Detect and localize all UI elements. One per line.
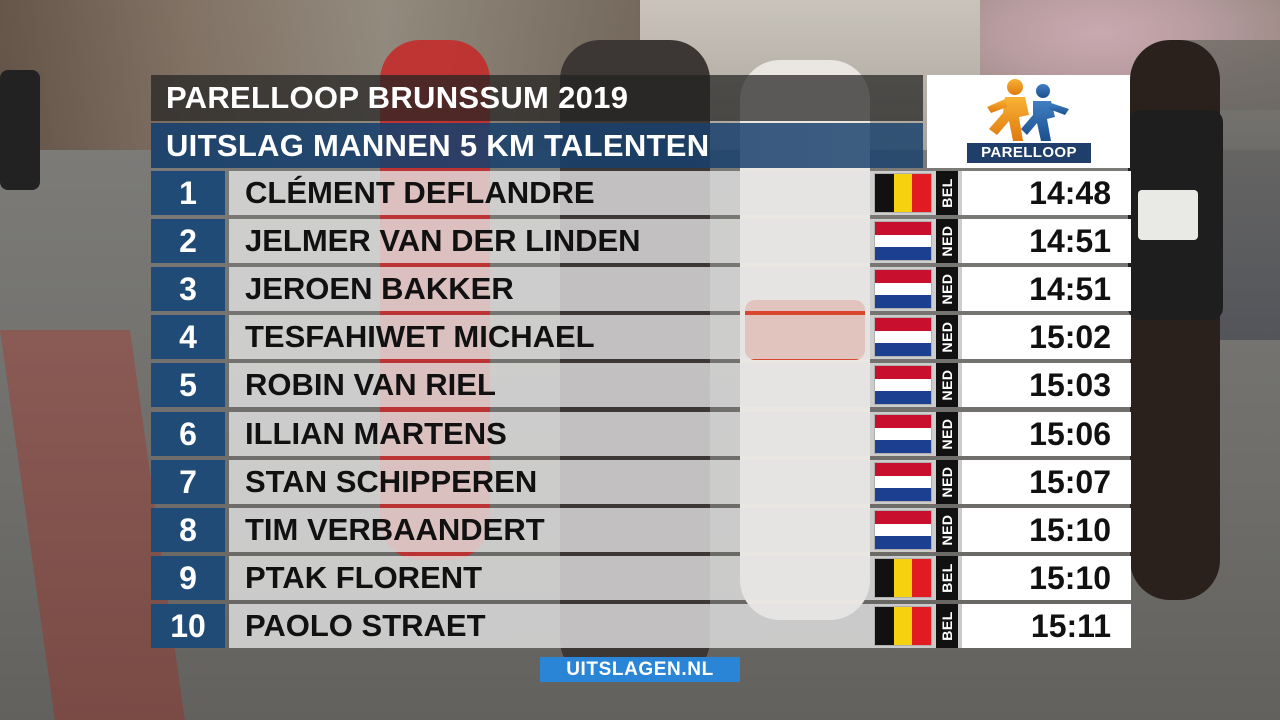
result-row: 1 CLÉMENT DEFLANDRE BEL 14:48 [151,171,1131,215]
rank-cell: 5 [151,363,225,407]
country-code: NED [939,466,955,498]
athlete-name: STAN SCHIPPEREN [245,464,538,499]
uitslagen-footer-badge[interactable]: UITSLAGEN.NL [540,657,740,682]
finish-time: 14:51 [1029,223,1111,259]
athlete-name: PAOLO STRAET [245,608,486,643]
country-code: NED [939,514,955,546]
country-code-cell: NED [936,267,958,311]
country-code-cell: BEL [936,171,958,215]
time-cell: 14:51 [962,267,1131,311]
country-flag-icon [874,414,932,454]
country-code-cell: NED [936,363,958,407]
parelloop-logo: PARELLOOP [927,75,1130,168]
rank-cell: 10 [151,604,225,648]
rank-cell: 1 [151,171,225,215]
country-code-cell: NED [936,219,958,263]
country-code: BEL [939,611,955,641]
rank-cell: 7 [151,460,225,504]
country-flag-icon [874,606,932,646]
athlete-name: CLÉMENT DEFLANDRE [245,175,595,210]
result-row: 10 PAOLO STRAET BEL 15:11 [151,604,1131,648]
result-row: 7 STAN SCHIPPEREN NED 15:07 [151,460,1131,504]
rank-cell: 2 [151,219,225,263]
country-code-cell: BEL [936,556,958,600]
finish-time: 15:02 [1029,319,1111,355]
rank-cell: 4 [151,315,225,359]
time-cell: 15:10 [962,556,1131,600]
finish-time: 15:10 [1029,560,1111,596]
time-cell: 14:51 [962,219,1131,263]
rank-cell: 9 [151,556,225,600]
result-row: 4 TESFAHIWET MICHAEL NED 15:02 [151,315,1131,359]
result-row: 3 JEROEN BAKKER NED 14:51 [151,267,1131,311]
country-flag-icon [874,462,932,502]
finish-time: 15:10 [1029,512,1111,548]
country-code-cell: BEL [936,604,958,648]
finish-time: 15:11 [1030,608,1111,644]
country-flag-icon [874,173,932,213]
athlete-name: ILLIAN MARTENS [245,416,507,451]
athlete-name: JELMER VAN DER LINDEN [245,223,641,258]
results-subtitle: UITSLAG MANNEN 5 KM TALENTEN [151,123,923,168]
athlete-name: ROBIN VAN RIEL [245,367,496,402]
country-flag-icon [874,558,932,598]
rank-cell: 8 [151,508,225,552]
result-row: 8 TIM VERBAANDERT NED 15:10 [151,508,1131,552]
athlete-name: PTAK FLORENT [245,560,483,595]
name-cell: STAN SCHIPPEREN [229,460,1022,504]
country-flag-icon [874,221,932,261]
finish-time: 14:48 [1029,175,1111,211]
time-cell: 15:11 [962,604,1131,648]
country-code: NED [939,369,955,401]
finish-time: 14:51 [1029,271,1111,307]
country-code: NED [939,418,955,450]
time-cell: 14:48 [962,171,1131,215]
page-title: PARELLOOP BRUNSSUM 2019 [151,75,923,121]
finish-time: 15:06 [1029,416,1111,452]
country-code: BEL [939,563,955,593]
country-code: NED [939,321,955,353]
country-code-cell: NED [936,315,958,359]
country-flag-icon [874,510,932,550]
athlete-name: JEROEN BAKKER [245,271,514,306]
result-row: 5 ROBIN VAN RIEL NED 15:03 [151,363,1131,407]
country-code-cell: NED [936,460,958,504]
rank-cell: 6 [151,412,225,456]
country-flag-icon [874,269,932,309]
time-cell: 15:06 [962,412,1131,456]
finish-time: 15:03 [1029,367,1111,403]
athlete-name: TIM VERBAANDERT [245,512,545,547]
time-cell: 15:07 [962,460,1131,504]
country-code: BEL [939,178,955,208]
two-runners-icon [987,79,1069,141]
rank-cell: 3 [151,267,225,311]
time-cell: 15:02 [962,315,1131,359]
country-code-cell: NED [936,508,958,552]
result-row: 6 ILLIAN MARTENS NED 15:06 [151,412,1131,456]
country-code-cell: NED [936,412,958,456]
logo-label: PARELLOOP [967,143,1091,163]
country-flag-icon [874,317,932,357]
country-flag-icon [874,365,932,405]
athlete-name: TESFAHIWET MICHAEL [245,319,595,354]
country-code: NED [939,225,955,257]
time-cell: 15:03 [962,363,1131,407]
time-cell: 15:10 [962,508,1131,552]
finish-time: 15:07 [1029,464,1111,500]
result-row: 9 PTAK FLORENT BEL 15:10 [151,556,1131,600]
result-row: 2 JELMER VAN DER LINDEN NED 14:51 [151,219,1131,263]
country-code: NED [939,273,955,305]
